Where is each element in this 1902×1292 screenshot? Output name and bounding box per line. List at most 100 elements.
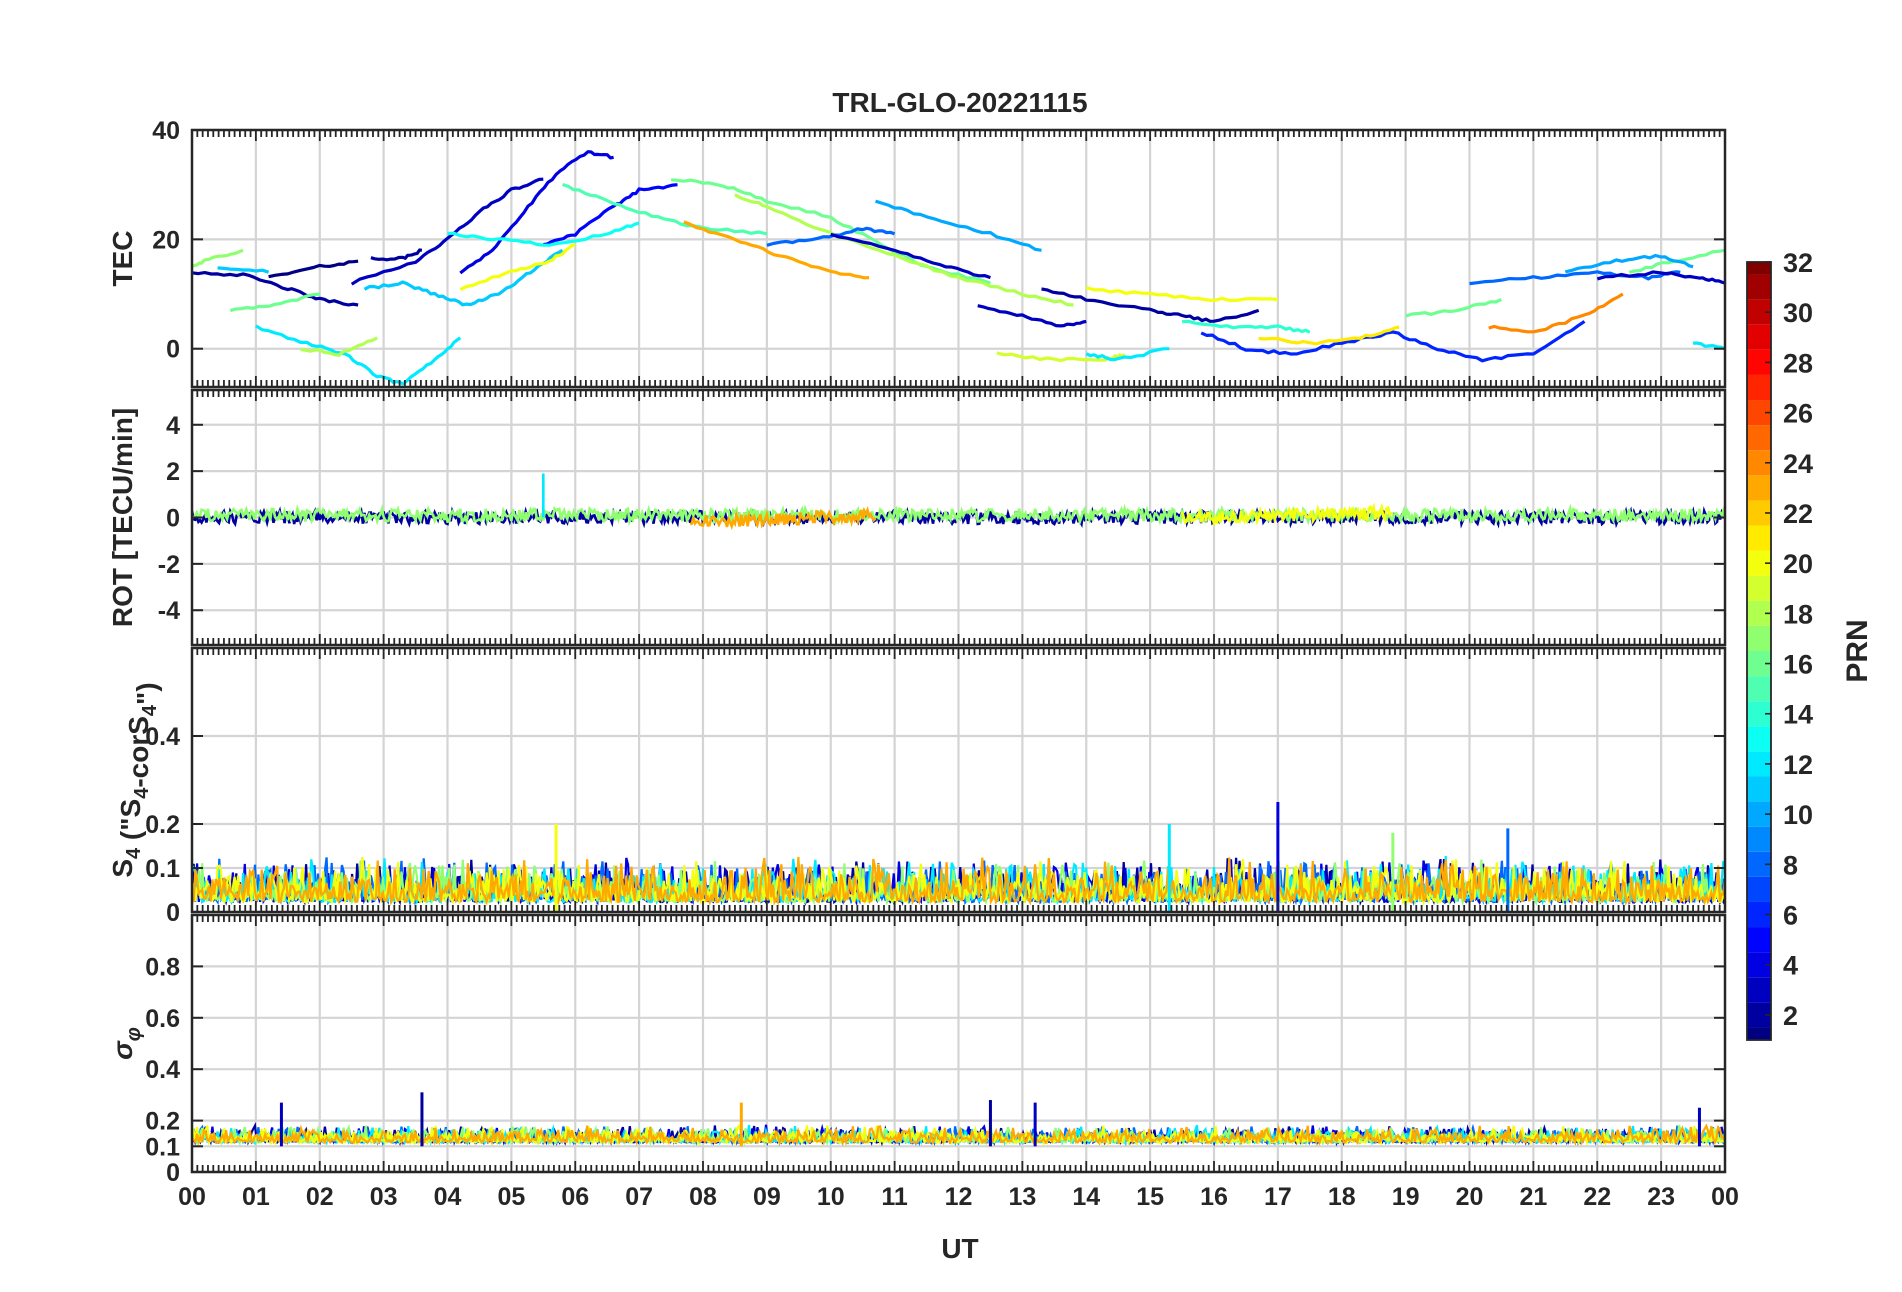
x-tick-label-23: 23	[1647, 1183, 1675, 1211]
tec-x-ticks	[191, 130, 1726, 387]
x-tick-label-18: 18	[1328, 1183, 1356, 1211]
x-tick-label-12: 12	[945, 1183, 973, 1211]
tec-series-prn-17-7	[192, 248, 244, 268]
tec-series-prn-23-16	[683, 220, 870, 280]
colorbar-swatch-5	[1747, 927, 1771, 953]
x-tick-label-7: 07	[625, 1183, 653, 1211]
x-tick-label-15: 15	[1136, 1183, 1164, 1211]
colorbar-frame	[1746, 261, 1772, 1041]
colorbar-tick-label-4: 10	[1783, 800, 1813, 830]
colorbar-tick-label-13: 28	[1783, 348, 1813, 378]
tec-series-prn-15-14	[562, 182, 768, 236]
x-tick-label-3: 03	[370, 1183, 398, 1211]
colorbar-swatch-9	[1747, 826, 1771, 852]
rot-series-prn-20-3	[1180, 502, 1393, 528]
tec-series-prn-21-28	[1258, 325, 1400, 346]
colorbar-tick-label-5: 12	[1783, 750, 1813, 780]
s4-x-ticks	[191, 648, 1726, 912]
panel-rot: -4 -2 0 2 4 ROT [TECU/min]	[107, 388, 1727, 647]
panel-s4: 0 0.1 0.2 0.4S4 ("S4-corS4")	[107, 646, 1727, 927]
x-tick-label-13: 13	[1008, 1183, 1036, 1211]
tec-series-prn-10-34	[1564, 253, 1694, 274]
rot-x-ticks	[191, 390, 1726, 645]
rot-ytick-label-0: -4	[158, 597, 180, 625]
x-tick-label-0: 00	[178, 1183, 206, 1211]
s4-ytick-label-2: 0.2	[145, 811, 180, 839]
x-tick-label-11: 11	[881, 1183, 908, 1211]
colorbar-swatch-29	[1747, 324, 1771, 350]
colorbar-swatch-25	[1747, 425, 1771, 451]
tec-series-prn-2-0	[192, 271, 359, 307]
rot-ylabel: ROT [TECU/min]	[107, 408, 138, 627]
tec-ytick-label-1: 20	[152, 226, 180, 254]
panel-sigma: 00.10.2 0.4 0.6 0.8 σφ	[107, 913, 1727, 1187]
colorbar-tick-label-7: 16	[1783, 650, 1813, 680]
colorbar-tick-label-6: 14	[1783, 700, 1813, 730]
colorbar-swatch-19	[1747, 575, 1771, 601]
tec-ytick-label-0: 0	[166, 336, 180, 364]
rot-ytick-label-4: 4	[166, 412, 180, 440]
tec-series-prn-12-9	[255, 324, 462, 386]
tec-series-prn-3-21	[977, 304, 1087, 328]
x-tick-label-21: 21	[1519, 1183, 1547, 1211]
tec-series-prn-19-23	[996, 351, 1126, 363]
s4-noise-band-prn-23	[192, 856, 1725, 907]
tec-series-prn-12-25	[1085, 347, 1170, 362]
colorbar-tick-label-14: 30	[1783, 298, 1813, 328]
colorbar-tick-label-2: 6	[1783, 901, 1798, 931]
sigma-ytick-label-3: 0.4	[145, 1056, 180, 1084]
tec-series-prn-16-8	[229, 292, 320, 313]
x-tick-label-20: 20	[1456, 1183, 1484, 1211]
x-tick-label-5: 05	[497, 1183, 525, 1211]
tec-series-prn-5-5	[543, 183, 678, 247]
tec-series-prn-18-17	[734, 193, 1074, 307]
tec-series-prn-20-24	[1085, 286, 1279, 303]
x-tick-label-22: 22	[1583, 1183, 1611, 1211]
rot-ytick-label-1: -2	[158, 551, 180, 579]
rot-series-prn-17-1	[192, 503, 1725, 527]
sigma-ylabel: σφ	[107, 1027, 145, 1060]
x-tick-label-8: 08	[689, 1183, 717, 1211]
colorbar-tick-label-8: 18	[1783, 599, 1813, 629]
colorbar-tick-label-11: 24	[1783, 449, 1813, 479]
x-axis-label: UT	[941, 1233, 978, 1264]
rot-series-prn-23-2	[689, 505, 877, 531]
tec-series-prn-2-2	[370, 248, 423, 262]
tec-ytick-label-2: 40	[152, 117, 180, 145]
rot-plot-area	[192, 473, 1725, 531]
tec-series-prn-10-19	[875, 199, 1042, 252]
colorbar-tick-label-10: 22	[1783, 499, 1813, 529]
rot-ytick-label-2: 0	[166, 505, 180, 533]
s4-noise-band-prn-12	[192, 856, 1725, 907]
colorbar-label: PRN	[1841, 619, 1874, 682]
tec-series-prn-11-6	[217, 266, 270, 274]
colorbar-swatch-27	[1747, 374, 1771, 401]
s4-ytick-label-3: 0.4	[145, 723, 180, 751]
s4-ytick-label-0: 0	[166, 899, 180, 927]
x-tick-label-14: 14	[1072, 1183, 1100, 1211]
tec-series-prn-1-1	[268, 259, 359, 279]
tec-series-prn-18-10	[300, 336, 378, 357]
sigma-plot-area	[192, 1092, 1725, 1147]
tec-ylabel: TEC	[107, 231, 138, 287]
x-tick-label-9: 09	[753, 1183, 781, 1211]
colorbar-swatch-11	[1747, 776, 1771, 802]
x-axis-tick-labels: 00 01 02 03 04 05 06 07 08 09 10 11 12 13 14 15 16 17 18 19…	[178, 1183, 1739, 1211]
chart-title: TRL-GLO-20221115	[832, 87, 1087, 118]
colorbar-tick-label-12: 26	[1783, 399, 1813, 429]
x-tick-label-10: 10	[817, 1183, 845, 1211]
tec-series-prn-14-26	[1182, 319, 1311, 334]
x-tick-label-24: 00	[1711, 1183, 1739, 1211]
colorbar-swatch-31	[1747, 274, 1771, 300]
tec-series-prn-4-4	[459, 150, 614, 275]
x-tick-label-2: 02	[306, 1183, 334, 1211]
tec-series-prn-8-18	[766, 226, 896, 247]
tec-series-prn-6-27	[1200, 320, 1586, 363]
x-tick-label-1: 01	[242, 1183, 270, 1211]
colorbar-swatch-7	[1747, 876, 1771, 902]
s4-ytick-label-1: 0.1	[145, 855, 180, 883]
colorbar-tick-label-1: 4	[1783, 951, 1798, 981]
colorbar-swatch-23	[1747, 475, 1771, 501]
x-tick-label-4: 04	[434, 1183, 462, 1211]
x-tick-label-17: 17	[1264, 1183, 1292, 1211]
